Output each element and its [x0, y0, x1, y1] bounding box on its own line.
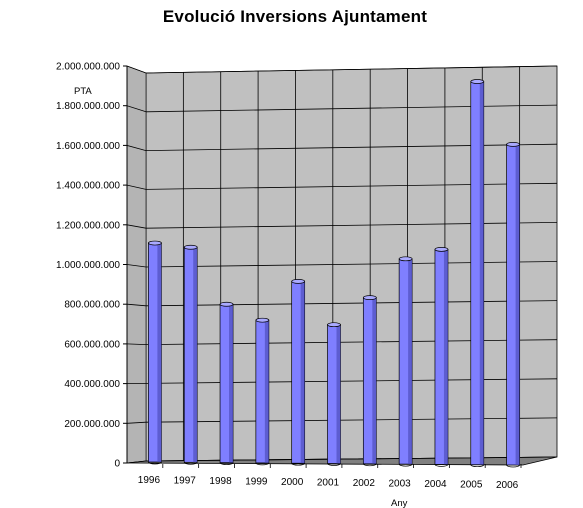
x-tick-label: 2003	[389, 479, 412, 490]
bar-top	[255, 317, 270, 323]
bar	[148, 240, 162, 465]
gridline	[145, 104, 558, 113]
bar-base	[434, 464, 449, 467]
gridline-side	[126, 145, 147, 151]
bar-shade	[479, 81, 484, 465]
gridline-side	[126, 105, 147, 113]
bar-shade	[264, 320, 269, 463]
bar-top	[470, 79, 485, 84]
y-axis-label: PTA	[74, 86, 92, 97]
bar-top	[183, 244, 198, 250]
x-tick-label: 2001	[317, 478, 340, 489]
bar-top	[327, 322, 341, 328]
bar	[362, 295, 377, 467]
x-tick-label: 1996	[138, 475, 161, 486]
x-tick-label: 2002	[353, 478, 376, 489]
bar-base	[398, 463, 413, 467]
y-tick-label: 200.000.000	[64, 419, 120, 430]
bar	[327, 322, 341, 466]
bar	[183, 244, 198, 465]
gridline	[145, 182, 558, 190]
bar-shade	[157, 243, 162, 462]
bar-base	[291, 463, 306, 466]
bar	[255, 317, 270, 466]
bar-top	[434, 247, 449, 252]
y-tick-label: 400.000.000	[64, 379, 120, 390]
y-tick-label: 1.800.000.000	[56, 101, 120, 112]
gridline	[145, 143, 558, 151]
y-tick-label: 0	[114, 459, 120, 470]
x-tick-label: 2006	[496, 480, 519, 491]
x-tick-label: 1998	[209, 476, 232, 487]
bar-shade	[193, 247, 198, 463]
bar	[291, 279, 306, 466]
x-tick-label: 2004	[424, 479, 447, 490]
gridline-side	[126, 264, 147, 268]
back-wall	[145, 65, 558, 462]
bar	[434, 247, 449, 467]
gridline-side	[126, 303, 147, 307]
y-tick-label: 1.400.000.000	[56, 181, 120, 192]
bar-top	[398, 256, 413, 262]
gridline	[145, 261, 558, 268]
chart-title: Evolució Inversions Ajuntament	[162, 7, 428, 26]
bar-base	[219, 462, 234, 465]
bar	[398, 256, 413, 467]
bar-base	[506, 464, 520, 468]
x-tick-label: 2000	[281, 477, 304, 488]
gridline	[145, 378, 558, 384]
gridline	[145, 65, 558, 74]
bar-top	[219, 301, 234, 307]
x-axis-label: Any	[391, 498, 408, 508]
bar	[506, 142, 520, 468]
y-tick-label: 2.000.000.000	[56, 62, 120, 73]
x-tick-label: 2005	[460, 480, 483, 491]
gridline-side	[126, 343, 147, 345]
bar-base	[362, 463, 377, 467]
bar-top	[291, 279, 306, 284]
bar-shade	[372, 297, 377, 464]
bar-base	[470, 464, 485, 468]
gridline-side	[126, 184, 147, 190]
x-tick-label: 1999	[245, 477, 268, 488]
bar	[470, 79, 485, 468]
x-tick-label: 1997	[174, 476, 197, 487]
bar-base	[183, 462, 198, 465]
bar-shade	[229, 304, 234, 463]
bar-shade	[515, 144, 520, 465]
bar-top	[148, 240, 162, 246]
y-tick-label: 1.200.000.000	[56, 220, 120, 231]
y-tick-label: 1.600.000.000	[56, 141, 120, 152]
bar-shade	[300, 281, 305, 464]
gridline-side	[126, 65, 147, 74]
gridline	[145, 222, 558, 229]
gridline	[145, 300, 558, 307]
y-tick-label: 1.000.000.000	[56, 260, 120, 271]
gridline	[145, 339, 558, 345]
gridline-side	[126, 421, 147, 424]
gridline-side	[126, 460, 147, 464]
bar	[219, 301, 234, 465]
gridline	[145, 456, 558, 462]
bar-shade	[443, 249, 448, 465]
bar-top	[362, 295, 377, 300]
y-tick-label: 600.000.000	[64, 339, 120, 350]
bar-base	[148, 461, 162, 465]
y-tick-label: 800.000.000	[64, 300, 120, 311]
bar-base	[327, 463, 341, 466]
bar-shade	[336, 324, 341, 464]
gridline-side	[126, 224, 147, 229]
bar-top	[506, 142, 520, 147]
bar-shade	[408, 258, 413, 465]
gridline	[145, 417, 558, 423]
bar-base	[255, 462, 270, 466]
